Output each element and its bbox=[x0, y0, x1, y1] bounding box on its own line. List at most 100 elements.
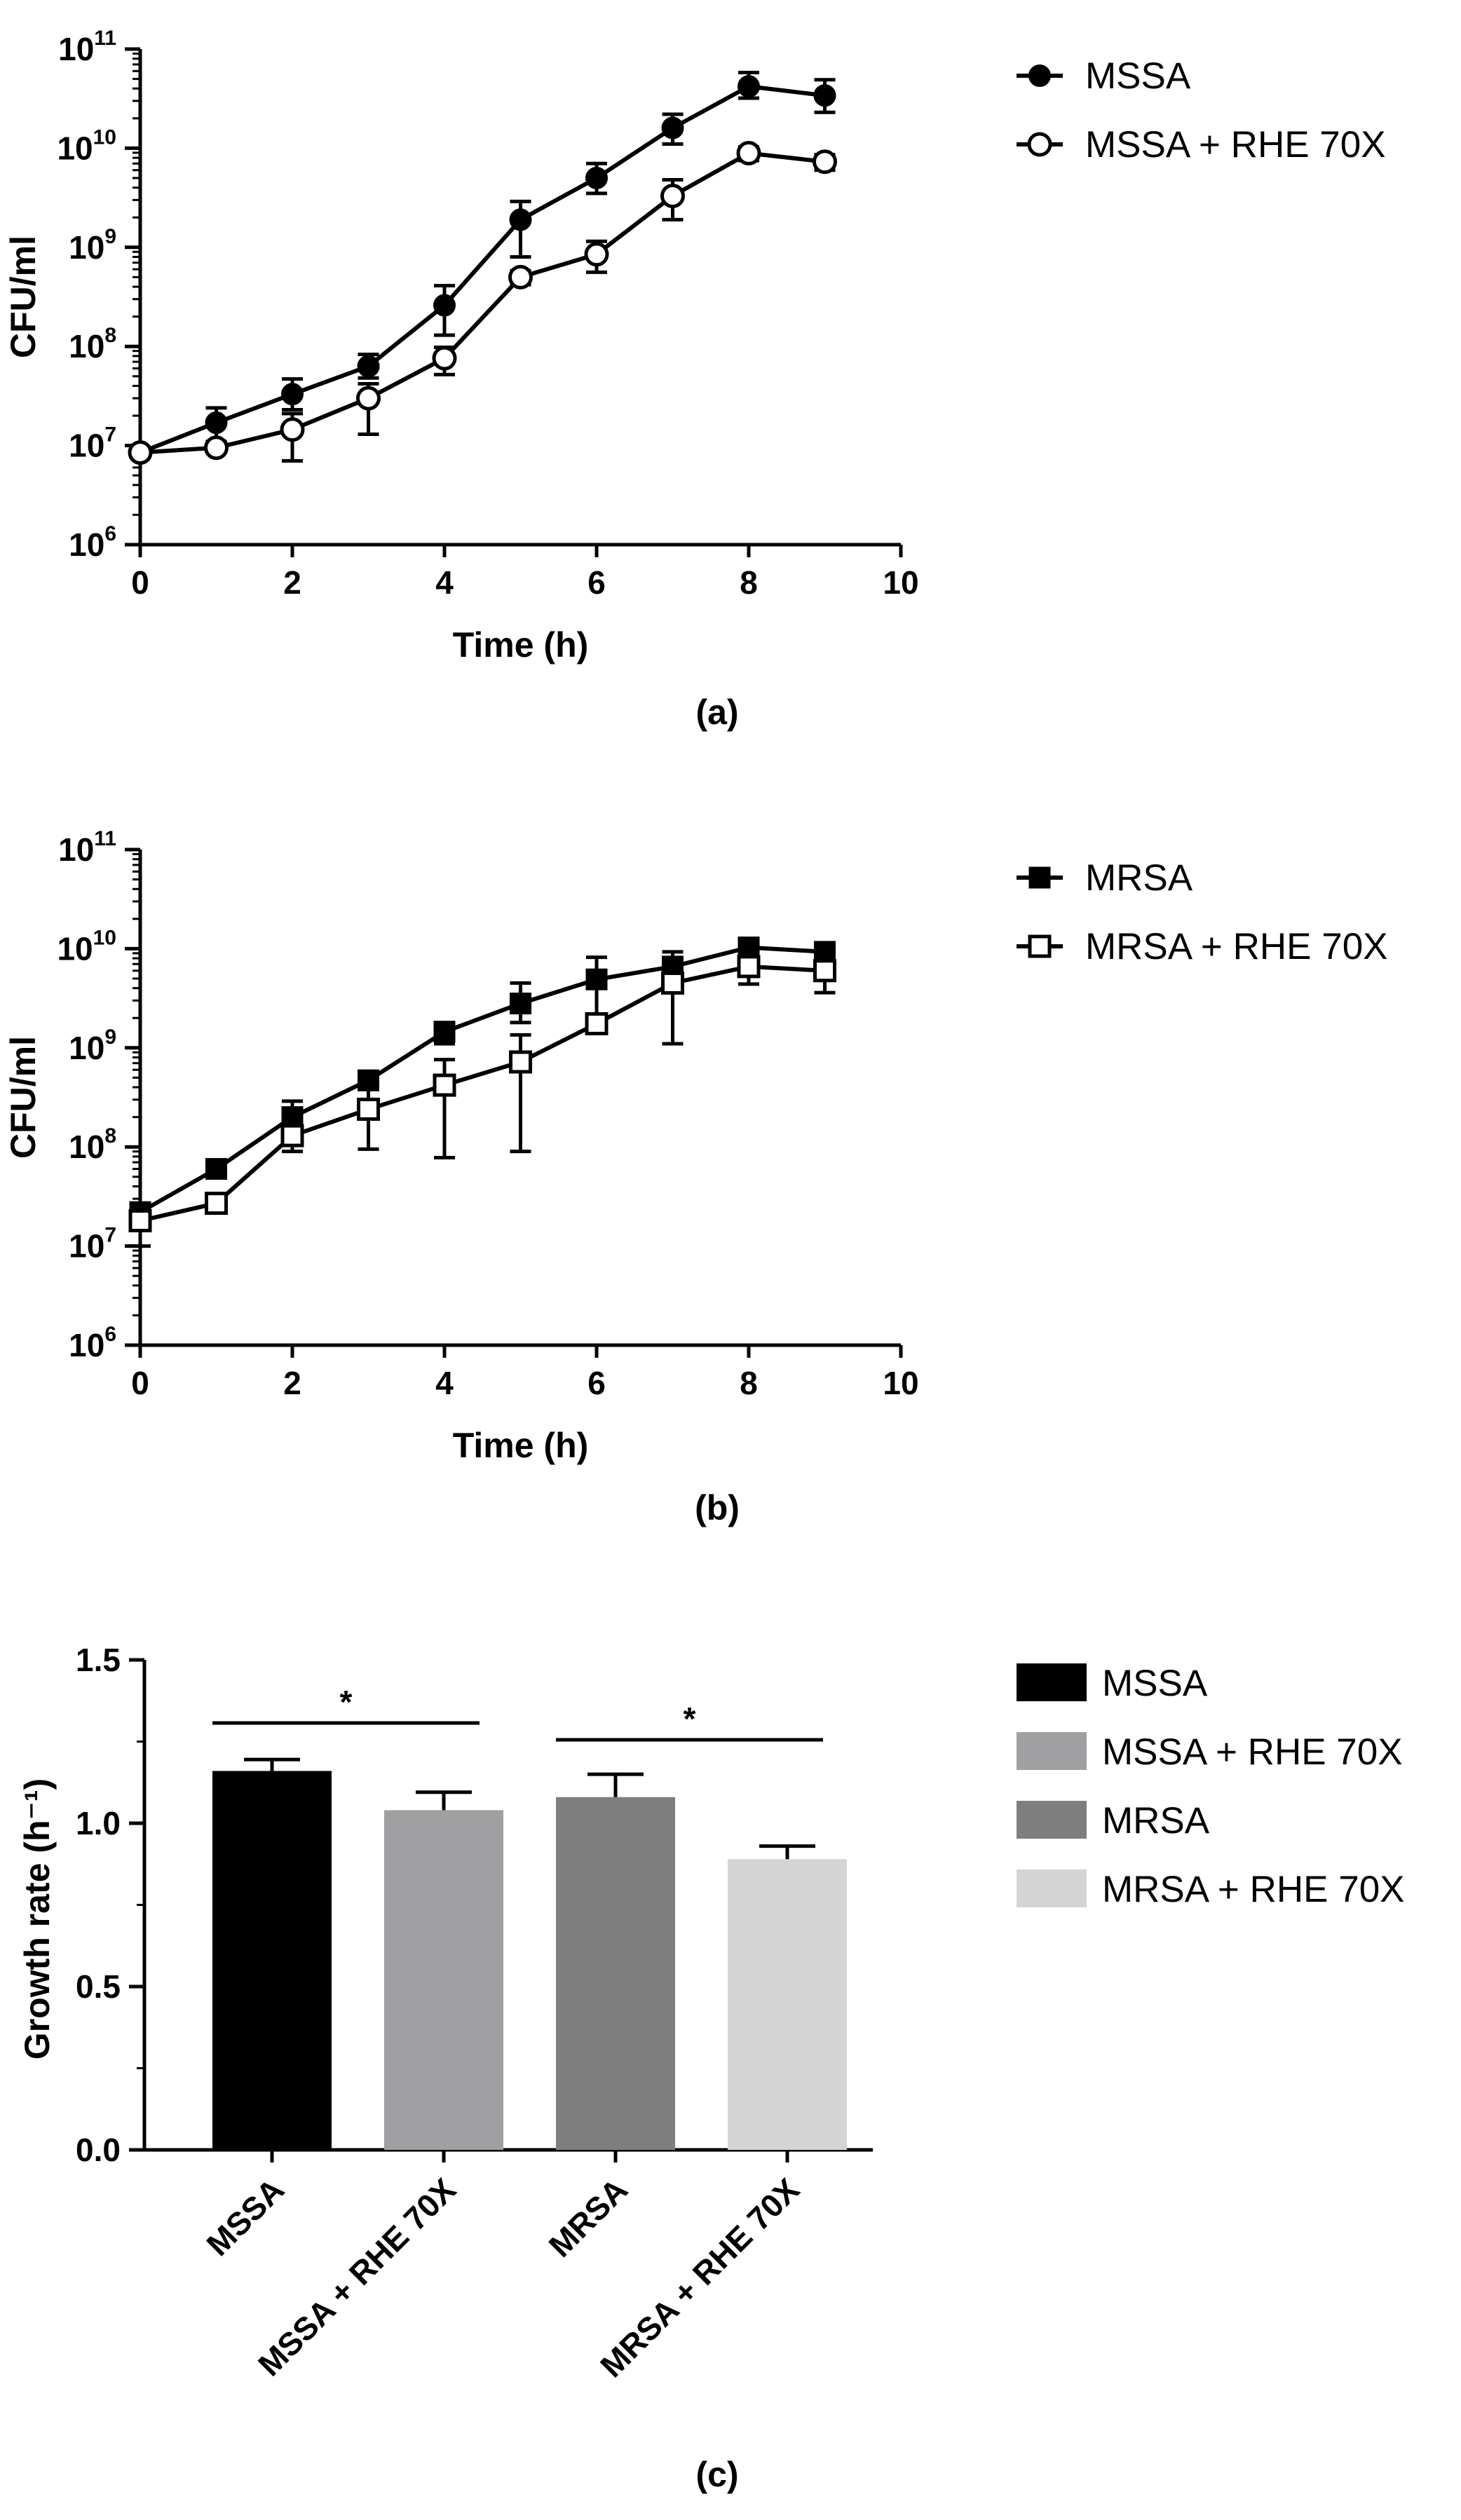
bar bbox=[728, 1859, 847, 2150]
legend-label: MSSA + RHE 70X bbox=[1102, 1731, 1403, 1773]
data-point bbox=[661, 971, 684, 995]
y-tick-base: 10 bbox=[58, 831, 94, 868]
data-point bbox=[205, 1192, 228, 1215]
x-tick-label: 0 bbox=[131, 564, 149, 601]
y-axis-title: CFU/ml bbox=[4, 1036, 43, 1159]
data-point bbox=[510, 993, 531, 1015]
y-tick-exponent: 11 bbox=[94, 27, 116, 50]
panel-label: (b) bbox=[695, 1488, 740, 1527]
y-tick-label: 1011 bbox=[58, 827, 116, 868]
data-point bbox=[737, 955, 761, 979]
data-point bbox=[433, 1021, 456, 1043]
data-point bbox=[508, 264, 533, 290]
x-axis-title: Time (h) bbox=[453, 1426, 589, 1465]
series-line bbox=[140, 151, 825, 455]
y-tick-exponent: 10 bbox=[93, 125, 116, 149]
data-point bbox=[357, 355, 380, 378]
legend-label: MSSA bbox=[1102, 1663, 1208, 1704]
y-tick-exponent: 8 bbox=[104, 324, 116, 347]
data-point bbox=[585, 968, 608, 990]
y-tick-label: 107 bbox=[69, 423, 116, 464]
x-tick-label: 2 bbox=[283, 1365, 301, 1401]
y-tick-label: 0.0 bbox=[76, 2132, 121, 2168]
data-point bbox=[432, 346, 457, 371]
y-tick-base: 10 bbox=[69, 229, 104, 266]
data-point bbox=[357, 1097, 380, 1121]
data-point bbox=[433, 294, 456, 317]
data-point bbox=[509, 208, 532, 231]
legend-swatch bbox=[1017, 1869, 1087, 1907]
legend-swatch bbox=[1017, 1732, 1087, 1770]
y-tick-exponent: 7 bbox=[104, 1224, 116, 1247]
legend-swatch bbox=[1017, 1801, 1087, 1839]
y-tick-base: 10 bbox=[69, 428, 104, 464]
legend-label: MRSA + RHE 70X bbox=[1102, 1869, 1405, 1910]
data-point bbox=[585, 1012, 609, 1035]
y-tick-label: 1.5 bbox=[76, 1642, 121, 1678]
data-point bbox=[433, 1073, 456, 1097]
legend-marker bbox=[1028, 866, 1051, 889]
data-point bbox=[661, 116, 684, 139]
x-tick-label: 10 bbox=[883, 564, 918, 601]
y-tick-base: 10 bbox=[57, 130, 93, 166]
series-line bbox=[139, 945, 825, 1214]
y-tick-base: 10 bbox=[57, 930, 93, 967]
series-1 bbox=[129, 70, 836, 464]
x-tick-label: 8 bbox=[740, 564, 758, 601]
x-tick-label: 8 bbox=[740, 1365, 758, 1401]
data-point bbox=[358, 1069, 379, 1091]
panel-label: (a) bbox=[695, 693, 738, 732]
y-tick-label: 108 bbox=[69, 324, 116, 365]
y-tick-base: 10 bbox=[69, 328, 104, 365]
data-point bbox=[280, 417, 305, 442]
bar bbox=[384, 1810, 503, 2150]
legend-label: MRSA bbox=[1102, 1800, 1210, 1841]
y-tick-label: 0.5 bbox=[76, 1968, 121, 2005]
x-tick-label: 4 bbox=[435, 564, 454, 601]
x-tick-label: 6 bbox=[587, 564, 606, 601]
data-point bbox=[205, 411, 228, 435]
y-tick-label: 1.0 bbox=[76, 1805, 121, 1841]
y-tick-base: 10 bbox=[69, 1030, 104, 1066]
legend-label: MSSA bbox=[1085, 55, 1191, 97]
data-point bbox=[738, 75, 760, 98]
legend-swatch bbox=[1017, 1663, 1087, 1701]
bar bbox=[212, 1771, 332, 2150]
legend-label: MRSA + RHE 70X bbox=[1085, 926, 1388, 967]
data-point bbox=[204, 435, 229, 461]
y-tick-label: 1011 bbox=[58, 27, 116, 67]
data-point bbox=[813, 149, 837, 175]
x-tick-label: 10 bbox=[883, 1365, 918, 1401]
panel-label: (c) bbox=[695, 2455, 738, 2494]
series-line bbox=[140, 964, 825, 1223]
data-point bbox=[205, 1158, 227, 1180]
y-tick-exponent: 11 bbox=[94, 827, 116, 850]
data-point bbox=[128, 440, 153, 465]
significance-star: * bbox=[684, 1701, 696, 1737]
y-tick-exponent: 6 bbox=[104, 1323, 116, 1346]
legend-marker bbox=[1027, 132, 1052, 157]
x-tick-label: 0 bbox=[131, 1365, 149, 1401]
y-tick-exponent: 9 bbox=[104, 225, 116, 248]
growth-rate-bar-panel-c: 0.0 0.5 1.0 1.5 Growth rate (h⁻¹) MSSA MSSA + … bbox=[18, 1642, 1405, 2494]
significance-star: * bbox=[340, 1684, 353, 1720]
series-2 bbox=[128, 141, 837, 465]
data-point bbox=[736, 141, 761, 166]
y-tick-base: 10 bbox=[69, 1327, 104, 1363]
legend-label: MRSA bbox=[1085, 857, 1193, 899]
y-tick-exponent: 8 bbox=[104, 1124, 116, 1147]
x-tick-label: 2 bbox=[283, 564, 301, 601]
y-tick-label: 1010 bbox=[57, 926, 116, 967]
x-category-label: MSSA bbox=[199, 2171, 291, 2263]
y-tick-label: 107 bbox=[69, 1224, 116, 1265]
y-tick-base: 10 bbox=[58, 31, 94, 67]
data-point bbox=[585, 166, 608, 189]
series-1 bbox=[129, 937, 836, 1225]
data-point bbox=[356, 386, 381, 411]
data-point bbox=[128, 1209, 152, 1233]
legend-marker bbox=[1028, 934, 1052, 958]
y-tick-exponent: 9 bbox=[104, 1026, 116, 1049]
data-point bbox=[281, 383, 304, 406]
